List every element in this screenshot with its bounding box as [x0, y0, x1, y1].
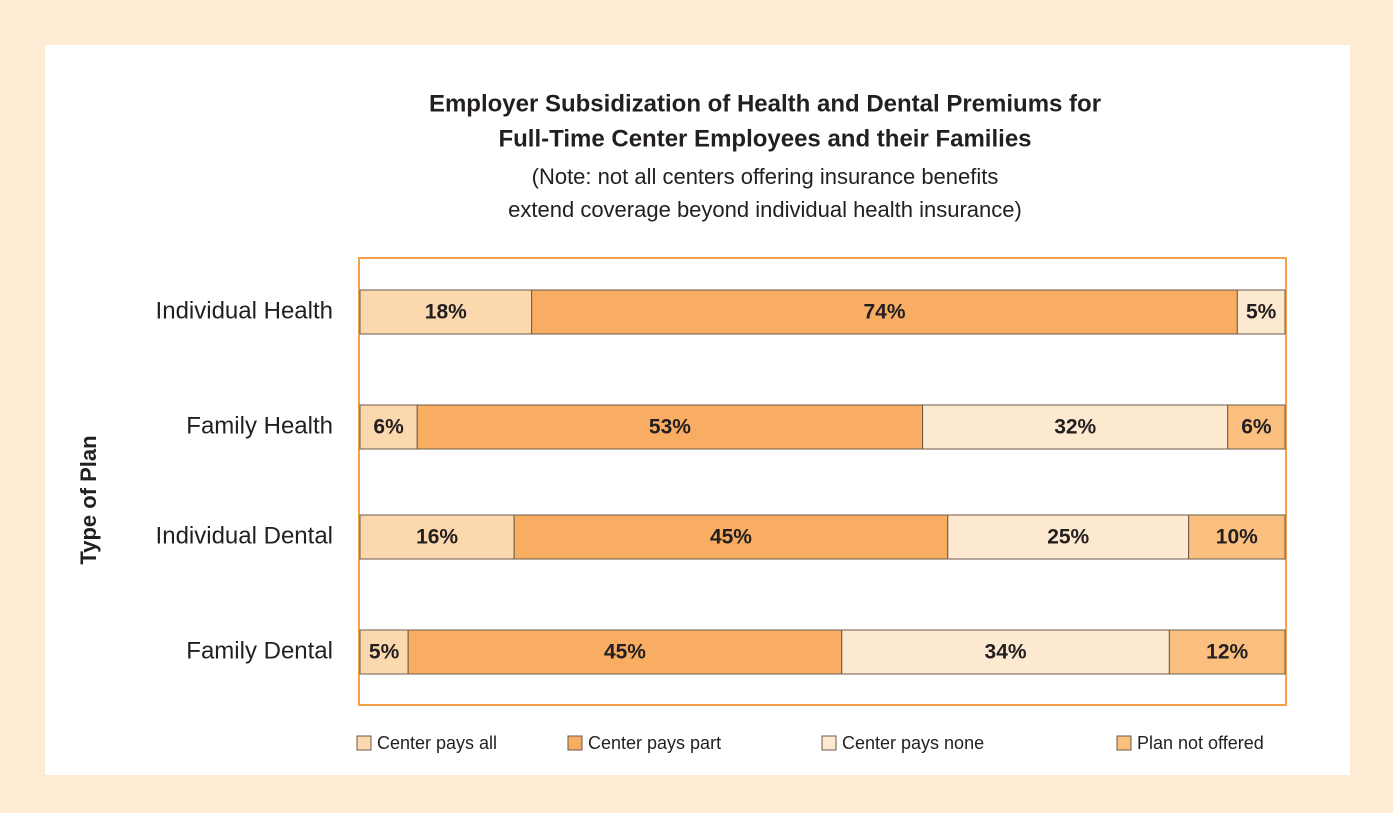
data-label: 74%	[863, 301, 905, 324]
data-label: 12%	[1206, 641, 1248, 664]
y-tick-label: Family Health	[186, 412, 333, 439]
data-label: 53%	[649, 416, 691, 439]
chart-subtitle: extend coverage beyond individual health…	[508, 197, 1022, 222]
chart-title: Full-Time Center Employees and their Fam…	[498, 125, 1031, 152]
bar-segment	[407, 629, 843, 675]
data-label: 10%	[1216, 526, 1258, 549]
bar-segment	[359, 289, 533, 335]
bar-segment	[359, 514, 515, 560]
data-label: 5%	[1246, 301, 1277, 324]
chart-subtitle: (Note: not all centers offering insuranc…	[532, 164, 999, 189]
bar-segment	[1188, 514, 1286, 560]
data-label: 45%	[710, 526, 752, 549]
legend-label: Plan not offered	[1137, 733, 1264, 753]
legend-swatch	[1116, 735, 1132, 751]
bar-segment	[531, 289, 1238, 335]
plot-frame	[358, 257, 1287, 706]
bar-segment	[359, 404, 418, 450]
bar-segment	[1227, 404, 1286, 450]
data-label: 25%	[1047, 526, 1089, 549]
chart-title: Employer Subsidization of Health and Den…	[429, 90, 1101, 117]
data-label: 6%	[1241, 416, 1272, 439]
bar-segment	[922, 404, 1229, 450]
bar-segment	[359, 629, 409, 675]
data-label: 6%	[373, 416, 404, 439]
data-label: 5%	[369, 641, 400, 664]
y-tick-label: Individual Dental	[156, 522, 333, 549]
legend-label: Center pays all	[377, 733, 497, 753]
bar-segment	[1236, 289, 1286, 335]
bar-segment	[1168, 629, 1286, 675]
y-tick-label: Individual Health	[156, 297, 333, 324]
legend-swatch	[821, 735, 837, 751]
bar-segment	[513, 514, 949, 560]
legend-label: Center pays none	[842, 733, 984, 753]
data-label: 45%	[604, 641, 646, 664]
legend-swatch	[356, 735, 372, 751]
y-axis-title: Type of Plan	[76, 435, 101, 564]
data-label: 34%	[985, 641, 1027, 664]
data-label: 16%	[416, 526, 458, 549]
data-label: 32%	[1054, 416, 1096, 439]
legend-label: Center pays part	[588, 733, 721, 753]
y-tick-label: Family Dental	[186, 637, 333, 664]
bar-segment	[416, 404, 924, 450]
data-label: 18%	[425, 301, 467, 324]
legend-swatch	[567, 735, 583, 751]
